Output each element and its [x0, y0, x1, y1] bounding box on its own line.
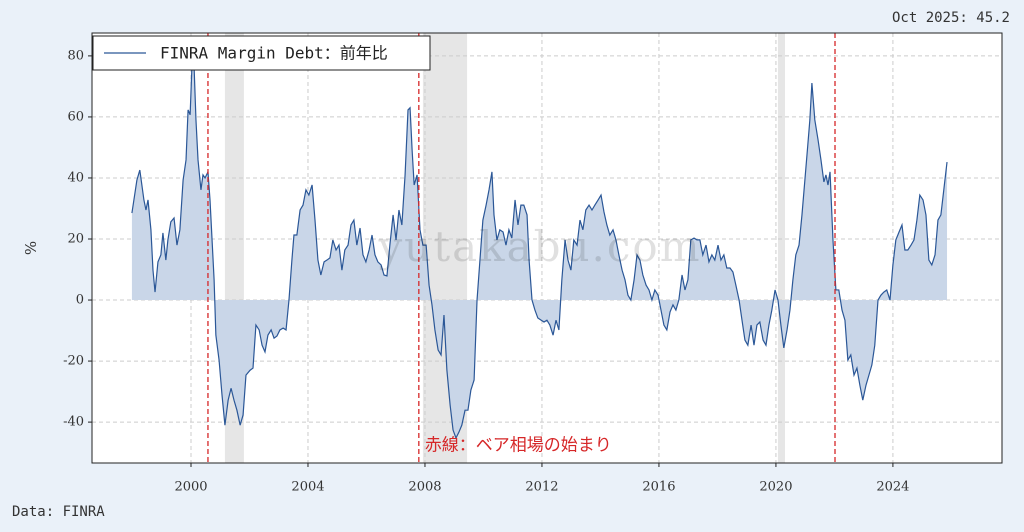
- y-tick-label: 20: [67, 231, 84, 246]
- y-tick-label: -20: [63, 354, 84, 369]
- y-tick-label: 80: [67, 48, 84, 63]
- x-tick-label: 2000: [174, 480, 207, 495]
- legend: FINRA Margin Debt：前年比: [92, 35, 431, 71]
- y-tick-label: 0: [76, 293, 84, 308]
- y-axis-label: %: [22, 241, 40, 255]
- chart-title: Oct 2025: 45.2: [892, 10, 1010, 26]
- x-tick-label: 2004: [291, 480, 324, 495]
- shaded-range: [777, 33, 785, 463]
- plot-frame: [91, 32, 1003, 464]
- annotation: 赤線：ベア相場の始まり: [425, 436, 612, 456]
- area-fill: [131, 37, 948, 438]
- source-note: Data: FINRA: [12, 504, 105, 520]
- legend-label: FINRA Margin Debt：前年比: [160, 44, 388, 63]
- y-tick-label: 40: [67, 170, 84, 185]
- x-tick-label: 2020: [759, 480, 792, 495]
- x-tick-label: 2012: [525, 480, 558, 495]
- watermark: yutakabu.com: [377, 222, 701, 271]
- legend-box: [92, 35, 431, 71]
- y-tick-label: -40: [63, 415, 84, 430]
- plot-layer: [92, 33, 1002, 463]
- y-tick-label: 60: [67, 109, 84, 124]
- x-tick-label: 2024: [876, 480, 909, 495]
- x-tick-label: 2008: [408, 480, 441, 495]
- x-tick-label: 2016: [642, 480, 675, 495]
- data-line: [131, 37, 948, 440]
